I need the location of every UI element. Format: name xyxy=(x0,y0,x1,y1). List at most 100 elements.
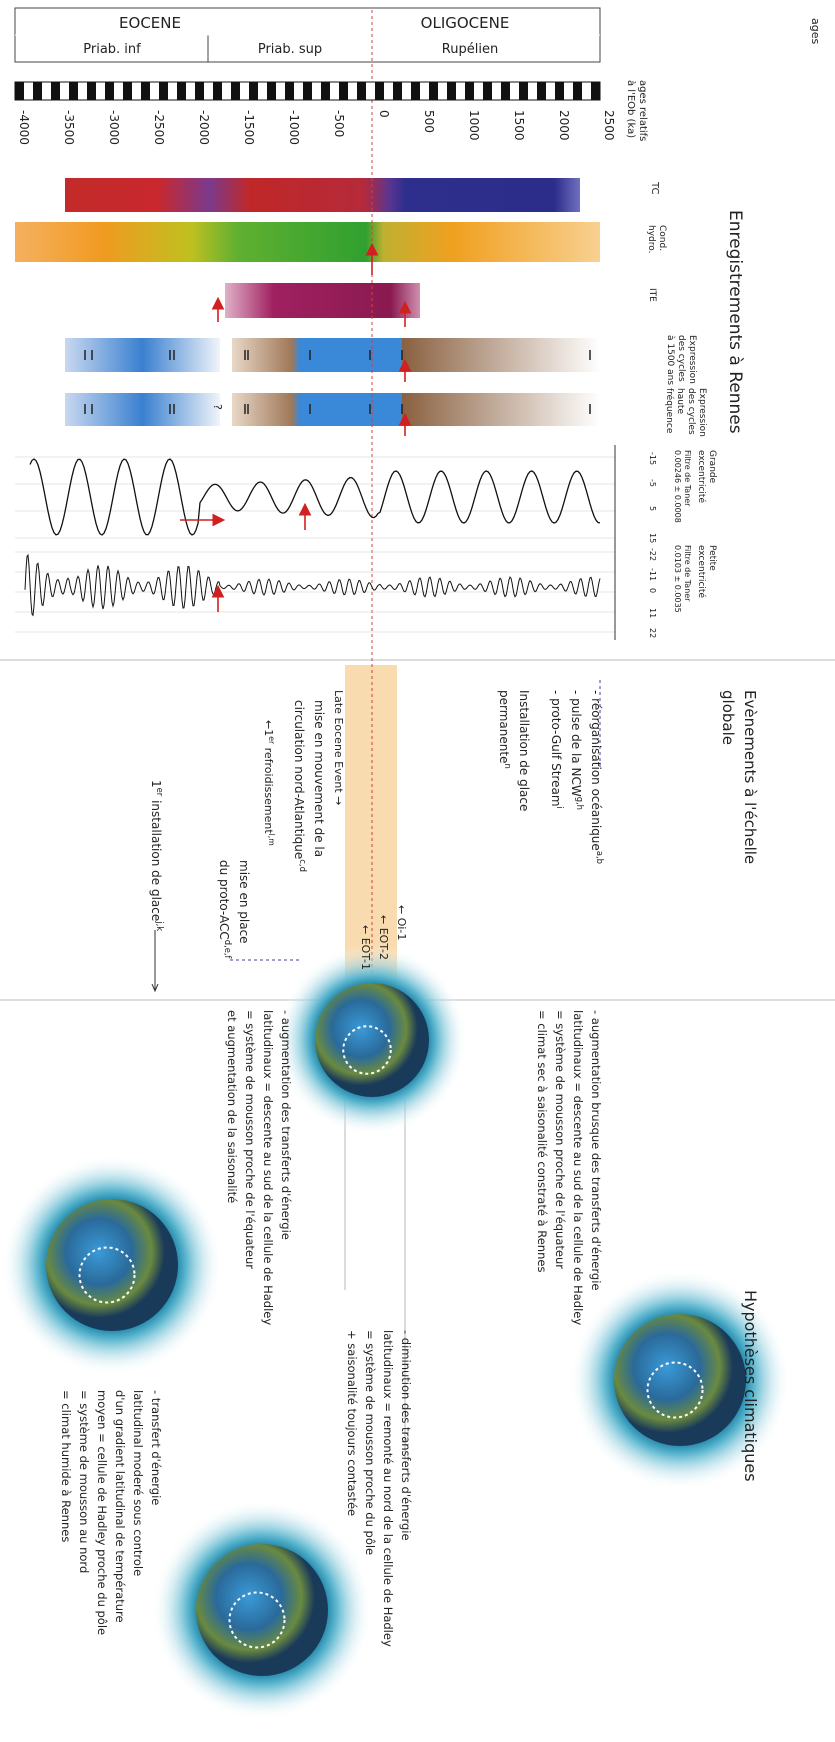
expr-strip xyxy=(65,338,220,372)
event: ← EOT-1 xyxy=(359,925,372,970)
text-line: 0.00246 ± 0.0008 xyxy=(673,450,682,523)
scale-bar xyxy=(240,82,249,100)
text-line: Evènements à l'échelle xyxy=(741,690,759,864)
text-line: ← EOT-1 xyxy=(359,925,372,970)
scale-bar xyxy=(105,82,114,100)
text-line: = système de mousson proche de l'équateu… xyxy=(243,1010,257,1269)
track-label: Filtre de Taner0.00246 ± 0.0008 xyxy=(673,450,692,523)
text-line: Hypothèses climatiques xyxy=(741,1290,760,1482)
curve-tick: 15 xyxy=(648,533,657,543)
scale-bar xyxy=(348,82,357,100)
text-span: mise en place xyxy=(237,860,251,944)
text-line: fréquence xyxy=(664,388,675,434)
text-line: = climat humide à Rennes xyxy=(59,1390,73,1542)
scale-bar xyxy=(195,82,204,100)
scale-bar xyxy=(393,82,402,100)
stage: Priab. sup xyxy=(258,42,322,57)
superscript: c,d xyxy=(298,859,308,872)
scale-bar xyxy=(357,82,366,100)
text-line: ? xyxy=(211,404,224,410)
epoch: OLIGOCENE xyxy=(421,14,510,32)
text-line: hydro. xyxy=(646,225,656,253)
hypothesis: - augmentation brusque des transferts d'… xyxy=(535,1010,603,1325)
text-span: Installation de glace xyxy=(517,690,531,811)
scale-bar xyxy=(276,82,285,100)
track-label: Expressiondes cycleshautefréquence xyxy=(664,388,707,437)
globe xyxy=(614,1314,746,1446)
text-line: 2000 xyxy=(557,110,571,141)
text-line: ← Oi-1 xyxy=(395,905,408,940)
scale-bar xyxy=(429,82,438,100)
text-line: 2500 xyxy=(602,110,616,141)
superscript: a,b xyxy=(595,851,605,864)
globe xyxy=(196,1544,328,1676)
text-line: 15 xyxy=(648,533,657,543)
event: mise en mouvement de la circulation nord-… xyxy=(292,700,326,872)
text-line: 1500 xyxy=(512,110,526,141)
text-span: permanente xyxy=(497,690,511,763)
text-line: mise en place xyxy=(237,860,251,944)
scale-bar xyxy=(204,82,213,100)
scale-bar xyxy=(438,82,447,100)
expr-strip xyxy=(402,338,600,372)
globes xyxy=(2,945,790,1720)
scale-bar xyxy=(474,82,483,100)
axis-label: ages relatifsà l'EOb (ka) xyxy=(625,80,648,141)
scale-bar xyxy=(258,82,267,100)
scale-bar xyxy=(555,82,564,100)
superscript: i xyxy=(555,807,565,809)
eot-band xyxy=(345,665,397,1000)
scale-bar xyxy=(168,82,177,100)
expr-strip xyxy=(232,338,402,372)
text-line: - réorganisation océaniquea,b xyxy=(589,690,605,864)
stage: Priab. inf xyxy=(83,42,141,57)
scale-bar xyxy=(15,82,24,100)
expr-strip xyxy=(232,393,402,426)
text-line: moyen = cellule de Hadley proche du pôle xyxy=(95,1390,109,1635)
tick-label: 1000 xyxy=(467,110,481,141)
tick-label: -500 xyxy=(332,110,346,137)
scale-bar xyxy=(447,82,456,100)
scale-bar xyxy=(150,82,159,100)
scale-bar xyxy=(312,82,321,100)
scale-bar xyxy=(213,82,222,100)
text-line: d'un gradient latitudinal de température xyxy=(113,1390,127,1623)
scale-bar xyxy=(114,82,123,100)
scale-bar xyxy=(582,82,591,100)
text-line: excentricité xyxy=(696,545,707,598)
text-line: = système de mousson proche du pôle xyxy=(363,1330,377,1555)
scale-bar xyxy=(510,82,519,100)
tick-label: -3000 xyxy=(107,110,121,145)
scale-bar xyxy=(42,82,51,100)
scale-bar xyxy=(87,82,96,100)
curve-tick: 22 xyxy=(648,628,657,638)
scale-bar xyxy=(465,82,474,100)
text-line: 1000 xyxy=(467,110,481,141)
text-line: 0.0103 ± 0.0035 xyxy=(673,545,682,613)
tick-label: 1500 xyxy=(512,110,526,141)
scale-bar xyxy=(177,82,186,100)
scale-bar xyxy=(186,82,195,100)
scale-bar xyxy=(528,82,537,100)
text-line: - augmentation des transferts d'énergie xyxy=(279,1010,293,1240)
event: ← Oi-1 xyxy=(395,905,408,940)
text-line: Filtre de Taner xyxy=(683,450,692,507)
text-line: -1000 xyxy=(287,110,301,145)
text-line: 0 xyxy=(377,110,391,118)
ages-label: ages xyxy=(809,18,822,44)
scale-bar xyxy=(303,82,312,100)
event: Installation de glace permanenten xyxy=(497,690,531,811)
text-line: Installation de glace xyxy=(517,690,531,811)
text-span: 1 xyxy=(149,780,163,788)
text-line: + saisonalité toujours contastée xyxy=(345,1330,359,1516)
hypothesis: - diminution des transferts d'énergie lat… xyxy=(345,1330,413,1647)
text-line: ← EOT-2 xyxy=(377,915,390,960)
text-line: globale xyxy=(719,690,737,745)
text-line: - augmentation brusque des transferts d'… xyxy=(589,1010,603,1290)
tick-label: 2000 xyxy=(557,110,571,141)
curve-tick: 11 xyxy=(648,608,657,618)
text-line: = système de mousson au nord xyxy=(77,1390,91,1573)
text-line: latitudinaux = descente au sud de la cel… xyxy=(571,1010,585,1325)
tick-label: -1000 xyxy=(287,110,301,145)
